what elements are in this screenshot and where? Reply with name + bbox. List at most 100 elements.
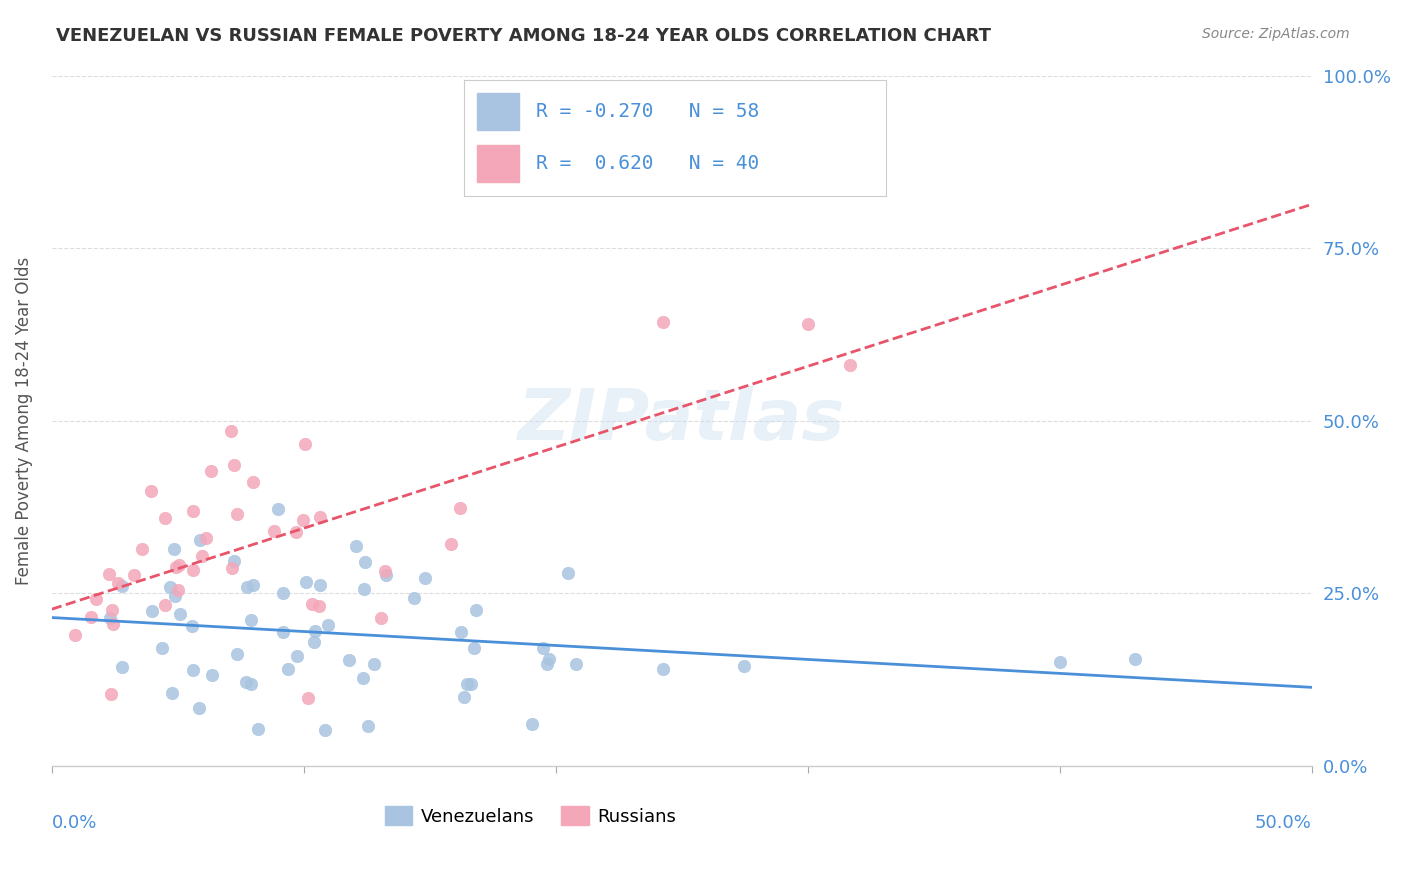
Text: VENEZUELAN VS RUSSIAN FEMALE POVERTY AMONG 18-24 YEAR OLDS CORRELATION CHART: VENEZUELAN VS RUSSIAN FEMALE POVERTY AMO… [56,27,991,45]
Point [374,564,396,578]
Point [537,652,560,666]
Point [98,611,121,625]
Point [344,539,367,553]
Point [222,458,245,472]
Point [181,563,204,577]
Point [797,317,820,331]
Point [219,425,242,439]
Point [101,617,124,632]
Point [520,717,543,731]
Text: R = -0.270   N = 58: R = -0.270 N = 58 [536,102,759,121]
Point [141,604,163,618]
Point [188,700,211,714]
Bar [477,145,519,182]
Point [65,628,87,642]
Point [370,611,392,625]
Point [536,657,558,671]
Point [308,599,330,614]
Point [309,578,332,592]
Point [285,524,308,539]
Point [652,315,675,329]
Text: R =  0.620   N = 40: R = 0.620 N = 40 [536,154,759,173]
Point [180,619,202,633]
Point [1049,656,1071,670]
Point [239,677,262,691]
Point [375,568,398,582]
Point [404,591,426,605]
Point [242,475,264,489]
Point [139,483,162,498]
Point [294,436,316,450]
Point [169,607,191,621]
Point [263,524,285,538]
Point [201,668,224,682]
Point [235,580,257,594]
Point [107,576,129,591]
Point [316,617,339,632]
Point [464,603,486,617]
Point [531,640,554,655]
Point [297,691,319,706]
Point [100,687,122,701]
Point [242,578,264,592]
Point [101,603,124,617]
Point [163,541,186,556]
Point [337,653,360,667]
Point [153,598,176,612]
Point [80,609,103,624]
Point [160,686,183,700]
Point [239,613,262,627]
Point [277,662,299,676]
Point [291,513,314,527]
Text: 0.0%: 0.0% [52,814,97,832]
Point [225,647,247,661]
Point [181,664,204,678]
Bar [477,93,519,130]
Point [221,561,243,575]
Point [450,624,472,639]
Point [839,358,862,372]
Point [304,635,326,649]
Point [463,640,485,655]
Point [165,560,187,574]
Legend: Venezuelans, Russians: Venezuelans, Russians [378,799,683,833]
Point [363,657,385,671]
Point [304,624,326,638]
Point [191,549,214,564]
Point [188,533,211,547]
Point [153,511,176,525]
Point [111,579,134,593]
Point [314,723,336,737]
Point [271,585,294,599]
Point [309,509,332,524]
Point [565,657,588,672]
Point [222,554,245,568]
Point [449,500,471,515]
Point [181,504,204,518]
Point [167,558,190,573]
Point [247,723,270,737]
Point [122,568,145,582]
Point [460,676,482,690]
Point [352,672,374,686]
Text: ZIPatlas: ZIPatlas [519,386,845,455]
Point [453,690,475,704]
Point [652,662,675,676]
Point [266,502,288,516]
Point [413,571,436,585]
Point [301,597,323,611]
Point [150,640,173,655]
Y-axis label: Female Poverty Among 18-24 Year Olds: Female Poverty Among 18-24 Year Olds [15,257,32,585]
Point [165,589,187,603]
Point [195,531,218,545]
Point [285,648,308,663]
Point [159,580,181,594]
Point [440,537,463,551]
Point [1125,652,1147,666]
Point [271,625,294,640]
Point [111,660,134,674]
Point [235,675,257,690]
Text: Source: ZipAtlas.com: Source: ZipAtlas.com [1202,27,1350,41]
Point [294,575,316,590]
Point [226,507,249,521]
